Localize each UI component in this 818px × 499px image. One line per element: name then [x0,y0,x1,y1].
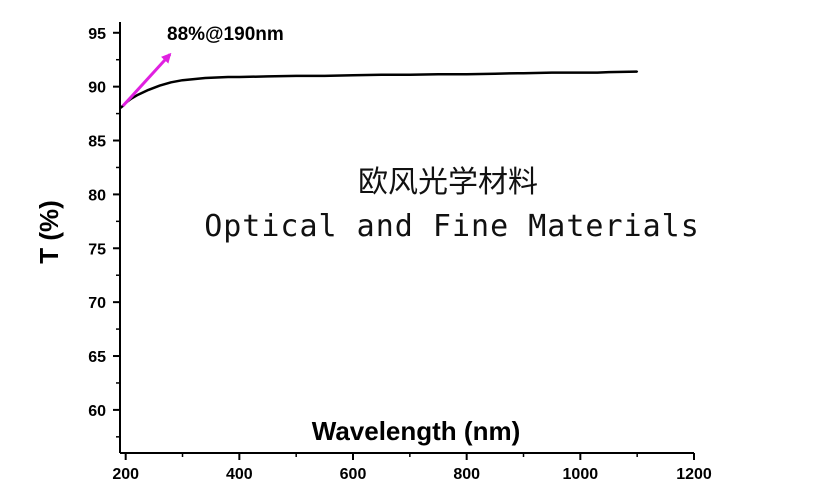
data-point [516,72,519,75]
data-point [494,72,496,75]
data-point [596,71,599,74]
x-axis-title: Wavelength (nm) [312,416,520,446]
annotation-arrow [121,52,172,108]
x-tick-label: 800 [453,466,480,483]
data-point [119,107,121,110]
watermark-chinese: 欧风光学材料 [358,165,538,200]
data-point [607,71,610,74]
data-point [181,79,184,82]
data-point [215,76,218,79]
data-point [551,71,553,74]
data-point [158,84,161,87]
plot-area: 60 65 70 75 80 85 90 95 200 400 600 800 1000 1200 [88,22,712,483]
y-tick-label: 60 [88,403,106,420]
data-point [522,72,525,75]
data-point [318,74,320,77]
data-point [323,74,326,77]
data-point [380,73,383,76]
data-point [579,71,582,74]
data-point [204,77,207,79]
y-tick-label: 90 [88,80,106,97]
data-point [636,70,639,73]
data-point [266,75,269,78]
y-axis-title: T (%) [34,200,64,264]
data-point [465,73,468,76]
data-point [147,88,150,91]
y-tick-label: 95 [88,26,106,43]
x-tick-label: 1000 [563,466,599,483]
data-point [227,76,229,78]
data-point [170,81,173,84]
y-tick-label: 75 [88,241,106,258]
annotation-label: 88%@190nm [167,24,284,45]
data-point [295,74,298,77]
y-tick-label: 70 [88,295,106,312]
data-point [192,78,195,81]
y-tick-label: 65 [88,349,106,366]
data-point [352,74,354,77]
y-tick-label: 80 [88,187,106,204]
transmittance-line [119,70,638,110]
x-tick-label: 400 [226,466,253,483]
x-tick-label: 1200 [676,466,712,483]
data-point [437,73,440,76]
x-tick-label: 600 [340,466,367,483]
data-point [408,73,411,76]
y-tick-label: 85 [88,134,106,151]
x-tick-label: 200 [112,466,139,483]
data-point [238,76,241,78]
watermark-english: Optical and Fine Materials [204,209,700,244]
data-point [136,94,138,97]
